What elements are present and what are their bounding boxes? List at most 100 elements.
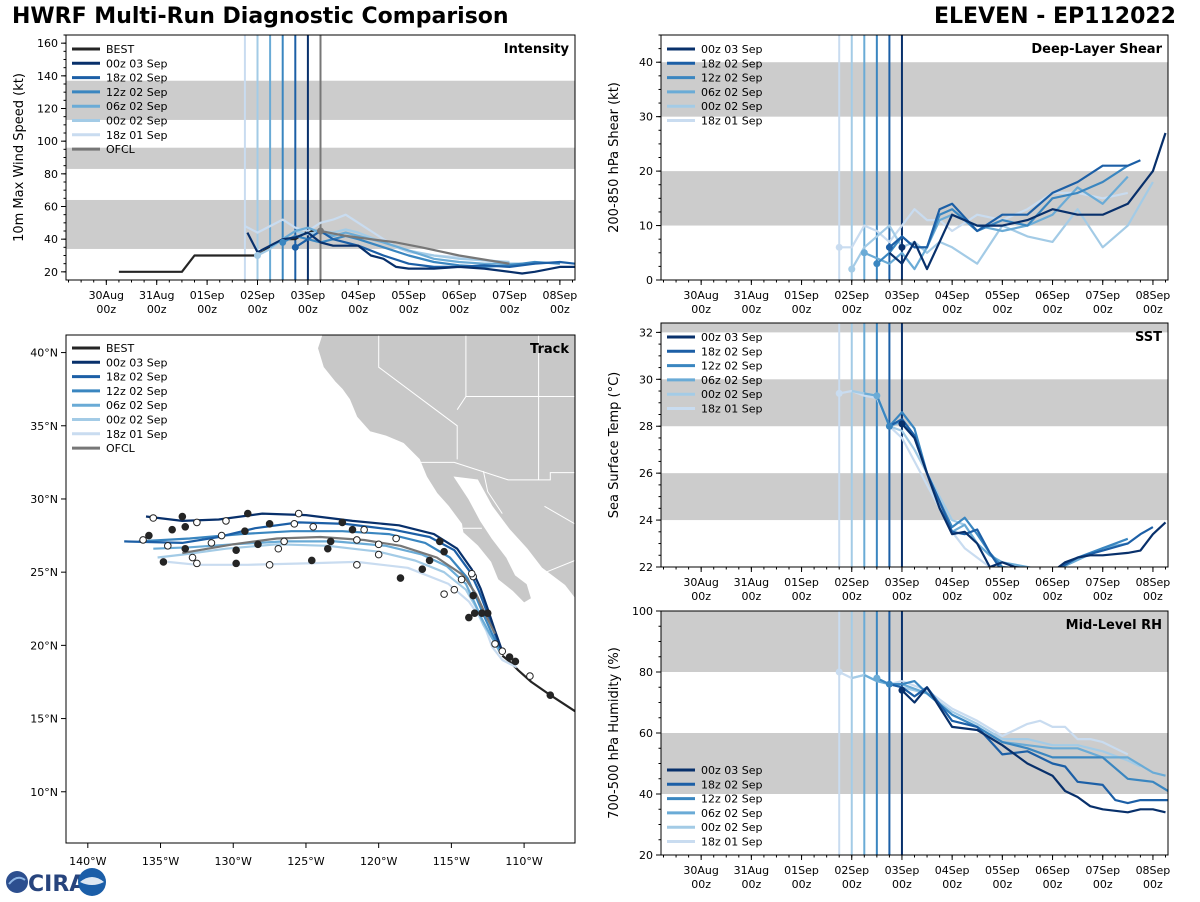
track-position-marker-14 xyxy=(440,590,448,598)
rh-xtick-day-9: 08Sep xyxy=(1136,864,1171,877)
rh-xtick-hour-0: 00z xyxy=(691,878,711,891)
track-position-marker-44 xyxy=(222,517,230,525)
intensity-series-ofcl-8 xyxy=(320,229,510,265)
sst-band-2 xyxy=(661,323,1168,333)
intensity-legend-label-3: 12z 02 Sep xyxy=(106,86,168,99)
sst-ytick-label-5: 32 xyxy=(639,326,653,339)
track-legend-label-2: 18z 02 Sep xyxy=(106,371,168,384)
track-position-marker-5 xyxy=(491,640,499,648)
shear-xtick-day-4: 03Sep xyxy=(885,289,920,302)
intensity-series-06z-02-sep-4 xyxy=(269,226,535,265)
shear-xtick-day-7: 06Sep xyxy=(1035,289,1070,302)
intensity-legend-label-7: OFCL xyxy=(106,143,136,156)
shear-ytick-label-0: 0 xyxy=(646,274,653,287)
shear-xtick-day-9: 08Sep xyxy=(1136,289,1171,302)
shear-xtick-hour-0: 00z xyxy=(691,303,711,316)
track-position-marker-37 xyxy=(265,561,274,569)
track-position-marker-1 xyxy=(526,672,534,680)
track-position-marker-17 xyxy=(435,537,444,546)
intensity-ylabel: 10m Max Wind Speed (kt) xyxy=(12,73,27,242)
intensity-ytick-label-2: 60 xyxy=(44,201,58,214)
track-xtick-label-2: 130°W xyxy=(215,855,252,868)
rh-xtick-day-5: 04Sep xyxy=(935,864,970,877)
rh-marker-2 xyxy=(885,680,893,688)
sst-ytick-label-2: 26 xyxy=(639,467,653,480)
track-position-marker-28 xyxy=(338,518,347,527)
track-position-marker-31 xyxy=(309,522,318,531)
track-00z-03-sep-6 xyxy=(145,512,504,652)
shear-xtick-hour-8: 00z xyxy=(1093,303,1113,316)
sst-xtick-day-7: 06Sep xyxy=(1035,576,1070,589)
intensity-title: Intensity xyxy=(504,42,570,57)
sst-series-18z-01-sep-0 xyxy=(838,389,993,567)
rh-marker-1 xyxy=(873,674,881,682)
intensity-xtick-hour-8: 00z xyxy=(500,303,520,316)
rh-xtick-day-1: 31Aug xyxy=(734,864,769,877)
track-xtick-label-5: 115°W xyxy=(433,855,470,868)
track-legend-label-1: 00z 03 Sep xyxy=(106,356,168,369)
sst-xtick-day-9: 08Sep xyxy=(1136,576,1171,589)
track-title: Track xyxy=(530,342,569,357)
track-xtick-label-1: 135°W xyxy=(142,855,179,868)
intensity-xtick-day-0: 30Aug xyxy=(89,289,124,302)
intensity-ytick-label-6: 140 xyxy=(37,70,58,83)
rh-legend-label-0: 00z 03 Sep xyxy=(701,764,763,777)
track-position-marker-30 xyxy=(323,544,332,553)
track-xtick-label-6: 110°W xyxy=(505,855,542,868)
rh-xtick-hour-5: 00z xyxy=(942,878,962,891)
track-position-marker-35 xyxy=(280,537,288,546)
intensity-ytick-label-0: 20 xyxy=(44,266,58,279)
intensity-xtick-hour-5: 00z xyxy=(348,303,368,316)
track-00z-02-sep-2 xyxy=(157,543,504,655)
sst-xtick-day-2: 01Sep xyxy=(784,576,819,589)
track-position-marker-48 xyxy=(193,518,201,527)
page-title: HWRF Multi-Run Diagnostic Comparison xyxy=(12,4,509,29)
track-position-marker-3 xyxy=(505,653,514,661)
rh-ytick-label-2: 60 xyxy=(639,727,653,740)
shear-marker-1 xyxy=(848,265,856,273)
track-legend-label-7: OFCL xyxy=(106,442,136,455)
rh-xtick-day-4: 03Sep xyxy=(885,864,920,877)
track-position-marker-53 xyxy=(168,525,176,534)
shear-ytick-label-4: 40 xyxy=(639,56,653,69)
intensity-xtick-day-3: 02Sep xyxy=(240,289,275,302)
track-position-marker-24 xyxy=(360,525,368,534)
shear-title: Deep-Layer Shear xyxy=(1031,42,1162,57)
track-frame xyxy=(65,334,576,844)
track-position-marker-55 xyxy=(159,558,168,566)
rh-ytick-label-1: 40 xyxy=(639,788,653,801)
shear-ytick-label-2: 20 xyxy=(639,165,653,178)
shear-legend-label-1: 18z 02 Sep xyxy=(701,57,763,70)
shear-marker-4 xyxy=(885,243,893,251)
shear-ylabel: 200-850 hPa Shear (kt) xyxy=(607,82,622,233)
shear-legend-label-2: 12z 02 Sep xyxy=(701,72,763,85)
shear-band-0 xyxy=(661,171,1168,226)
intensity-xtick-day-7: 06Sep xyxy=(442,289,477,302)
sst-legend-label-2: 12z 02 Sep xyxy=(701,360,763,373)
track-xtick-label-4: 120°W xyxy=(360,855,397,868)
shear-xtick-day-0: 30Aug xyxy=(683,289,718,302)
shear-xtick-day-8: 07Sep xyxy=(1085,289,1120,302)
track-position-marker-23 xyxy=(374,540,383,549)
shear-marker-3 xyxy=(873,260,881,268)
sst-xtick-day-4: 03Sep xyxy=(885,576,920,589)
shear-xtick-day-5: 04Sep xyxy=(935,289,970,302)
track-position-marker-41 xyxy=(241,527,249,535)
track-position-marker-19 xyxy=(418,565,427,574)
track-ytick-label-6: 40°N xyxy=(30,347,58,360)
track-position-marker-43 xyxy=(232,546,240,555)
intensity-xtick-hour-0: 00z xyxy=(96,303,116,316)
intensity-xtick-day-6: 05Sep xyxy=(391,289,426,302)
track-position-marker-18 xyxy=(425,556,434,565)
intensity-xtick-hour-2: 00z xyxy=(197,303,217,316)
shear-xtick-hour-3: 00z xyxy=(842,303,862,316)
rh-legend-label-1: 18z 02 Sep xyxy=(701,778,763,791)
sst-title: SST xyxy=(1135,330,1162,345)
track-position-marker-9 xyxy=(465,613,473,622)
track-position-marker-8 xyxy=(470,609,479,617)
intensity-legend-label-0: BEST xyxy=(106,43,134,56)
intensity-xtick-hour-7: 00z xyxy=(449,303,469,316)
intensity-xtick-day-9: 08Sep xyxy=(543,289,578,302)
track-position-marker-58 xyxy=(139,536,147,544)
